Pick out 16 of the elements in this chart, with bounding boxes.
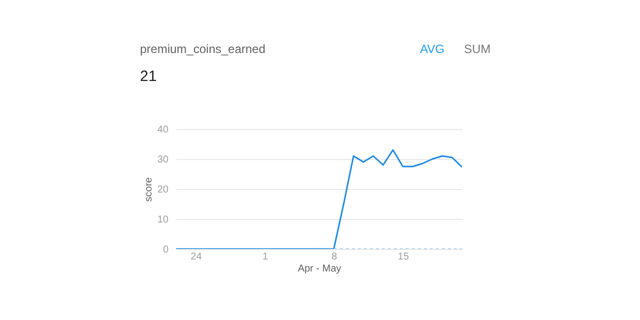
y-tick-label: 20 (157, 184, 169, 196)
chart-title: premium_coins_earned (140, 42, 266, 56)
x-tick-label: 1 (262, 252, 268, 262)
x-axis-title: Apr - May (298, 264, 342, 274)
x-tick-label: 15 (398, 252, 410, 262)
y-tick-label: 0 (162, 244, 169, 256)
text: SUM (464, 42, 491, 56)
text: AVG (420, 42, 444, 56)
x-tick-label: 24 (190, 252, 202, 262)
y-tick-label: 10 (157, 214, 169, 226)
y-axis-title: score (143, 176, 154, 202)
chart-subtitle: 21 (140, 68, 157, 85)
y-tick-label: 30 (157, 154, 169, 166)
x-tick-label: 8 (332, 252, 338, 262)
line-series (176, 149, 462, 249)
y-tick-label: 40 (157, 124, 169, 136)
